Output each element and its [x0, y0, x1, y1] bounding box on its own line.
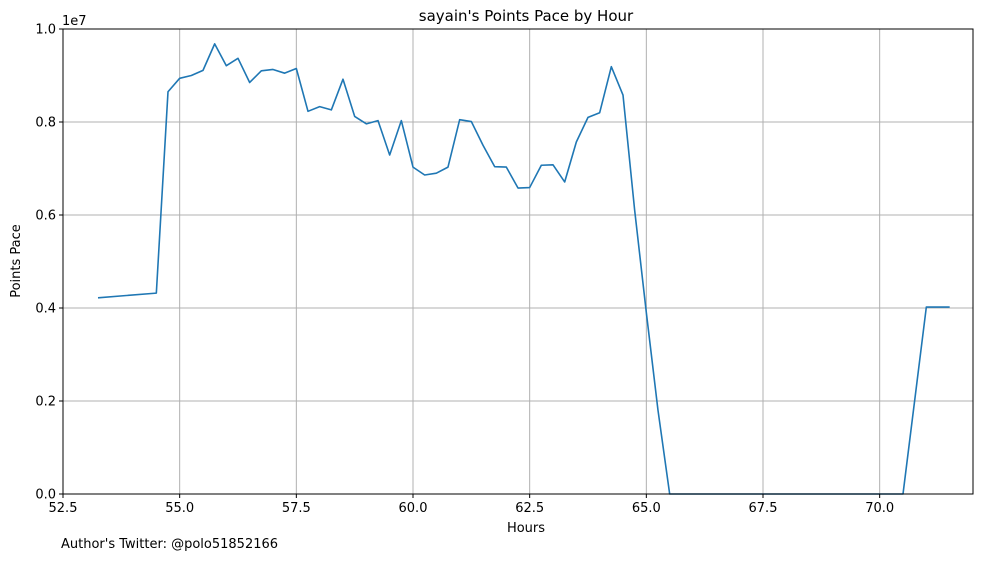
y-tick-label: 0.0	[35, 488, 56, 503]
data-point	[645, 311, 647, 313]
x-tick-label: 57.5	[282, 501, 311, 516]
data-point	[482, 144, 484, 146]
data-point	[622, 94, 624, 96]
data-point	[202, 69, 204, 71]
data-point	[225, 65, 227, 67]
data-point	[272, 68, 274, 70]
data-point	[633, 209, 635, 211]
data-point	[598, 112, 600, 114]
data-point	[505, 166, 507, 168]
data-point	[435, 172, 437, 174]
data-point	[97, 297, 99, 299]
data-point	[213, 43, 215, 45]
x-tick-label: 62.5	[515, 501, 544, 516]
data-point	[155, 292, 157, 294]
y-tick-label: 0.2	[35, 395, 56, 410]
y-tick-label: 0.6	[35, 209, 56, 224]
grid-layer	[62, 28, 973, 495]
data-point	[423, 174, 425, 176]
plot-frame	[62, 28, 974, 495]
data-point	[388, 154, 390, 156]
data-point	[412, 166, 414, 168]
x-tick-label: 55.0	[165, 501, 194, 516]
data-point	[447, 166, 449, 168]
data-point	[330, 109, 332, 111]
data-point	[295, 67, 297, 69]
data-point	[948, 306, 950, 308]
series-line	[97, 43, 950, 495]
x-tick-label: 60.0	[399, 501, 428, 516]
data-point	[528, 186, 530, 188]
data-point	[540, 164, 542, 166]
chart-title: sayain's Points Pace by Hour	[419, 7, 634, 25]
data-point	[307, 110, 309, 112]
data-point	[260, 70, 262, 72]
data-point	[178, 77, 180, 79]
data-point	[458, 118, 460, 120]
data-point	[365, 123, 367, 125]
x-axis-label: Hours	[507, 521, 545, 536]
data-point	[400, 119, 402, 121]
data-point	[925, 306, 927, 308]
x-tick-label: 67.5	[749, 501, 778, 516]
author-footnote: Author's Twitter: @polo51852166	[61, 537, 279, 552]
y-axis-label: Points Pace	[9, 224, 24, 298]
data-point	[517, 187, 519, 189]
data-point	[353, 115, 355, 117]
data-point	[342, 78, 344, 80]
x-tick-label: 70.0	[865, 501, 894, 516]
data-point	[318, 105, 320, 107]
data-point	[237, 57, 239, 59]
x-tick-label: 52.5	[49, 501, 78, 516]
data-point	[190, 74, 192, 76]
data-point	[575, 141, 577, 143]
data-point	[248, 81, 250, 83]
data-point	[493, 165, 495, 167]
data-point	[657, 409, 659, 411]
y-tick-label: 0.8	[35, 116, 56, 131]
y-offset-label: 1e7	[62, 14, 87, 29]
y-tick-label: 1.0	[35, 23, 56, 38]
data-point	[283, 72, 285, 74]
y-tick-label: 0.4	[35, 302, 56, 317]
data-point	[610, 65, 612, 67]
series-layer	[97, 43, 950, 495]
x-tick-label: 65.0	[632, 501, 661, 516]
data-point	[470, 120, 472, 122]
data-point	[377, 119, 379, 121]
data-point	[563, 181, 565, 183]
tick-layer: 52.5 55.0 57.5 60.0 62.5 65.0 67.5 70.0 0.0 0.2 0.…	[35, 23, 894, 517]
data-point	[167, 91, 169, 93]
data-point	[587, 116, 589, 118]
data-point	[552, 164, 554, 166]
